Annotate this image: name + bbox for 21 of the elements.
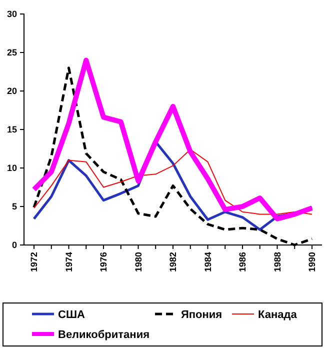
legend-label: Канада bbox=[258, 309, 298, 321]
line-series bbox=[34, 149, 312, 215]
y-tick-label: 5 bbox=[12, 201, 17, 212]
x-tick-label: 1972 bbox=[29, 252, 40, 272]
y-tick-label: 0 bbox=[12, 240, 17, 250]
x-tick-label: 1990 bbox=[307, 252, 318, 272]
legend-label: Япония bbox=[181, 309, 222, 321]
y-tick-label: 30 bbox=[6, 8, 17, 19]
x-tick-label: 1980 bbox=[133, 252, 144, 272]
x-tick-label: 1982 bbox=[168, 252, 178, 272]
y-tick-label: 10 bbox=[6, 162, 17, 173]
y-tick-label: 15 bbox=[6, 124, 17, 134]
y-tick-label: 20 bbox=[6, 86, 17, 96]
x-tick-label: 1984 bbox=[202, 252, 213, 272]
legend-label: Великобритания bbox=[58, 329, 150, 341]
x-tick-label: 1976 bbox=[98, 252, 109, 272]
x-tick-label: 1974 bbox=[64, 252, 74, 272]
x-tick-label: 1986 bbox=[238, 252, 248, 272]
legend-label: США bbox=[58, 309, 85, 321]
x-tick-label: 1988 bbox=[272, 252, 282, 272]
y-tick-label: 25 bbox=[6, 47, 17, 58]
